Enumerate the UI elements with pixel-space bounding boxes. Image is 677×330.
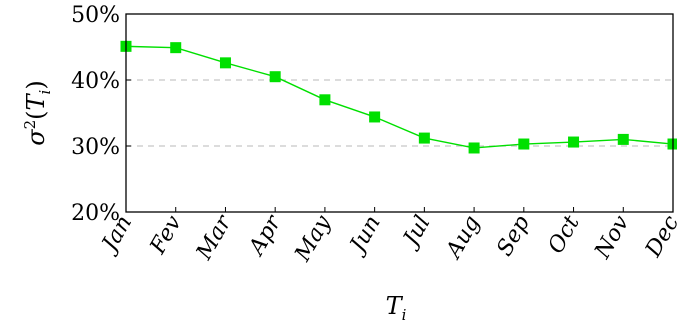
grid-lines — [126, 79, 673, 147]
x-tick-label: Jul — [397, 212, 436, 254]
data-point-marker — [518, 138, 530, 150]
y-axis-label-close: ) — [22, 80, 50, 89]
y-tick-labels: 20% 30% 40% 50% — [71, 3, 131, 226]
y-tick-label: 50% — [71, 3, 120, 28]
x-tick-label: Apr — [243, 210, 287, 261]
series-layer — [120, 40, 677, 154]
y-axis-label-open: ( — [22, 110, 50, 119]
x-tick-label: Dec — [641, 212, 677, 263]
x-tick-label: Mar — [191, 210, 237, 265]
x-tick-label: Oct — [543, 211, 584, 258]
data-point-marker — [170, 42, 182, 54]
x-tick-labels: Jan Fev Mar Apr May Jun Jul Aug Sep Oct Nov Dec — [95, 207, 677, 267]
x-axis-label-t: T — [386, 292, 404, 320]
x-axis-label-sub: i — [402, 306, 407, 324]
data-point-marker — [219, 57, 231, 69]
x-tick-label: Aug — [441, 212, 486, 264]
y-axis-label-sup: 2 — [21, 120, 39, 130]
y-tick-label: 30% — [71, 135, 120, 160]
x-tick-label: Sep — [492, 212, 535, 261]
x-tick-label: Nov — [590, 211, 635, 264]
y-tick-label: 20% — [71, 201, 120, 226]
data-point-marker — [468, 142, 480, 154]
data-point-marker — [369, 111, 381, 123]
x-tick-label: Jun — [344, 212, 386, 260]
y-tick-label: 40% — [71, 69, 120, 94]
y-axis-label-sigma: σ — [22, 129, 50, 146]
y-axis-label: σ2(Ti) — [21, 80, 54, 146]
data-point-marker — [418, 132, 430, 144]
x-tick-label: May — [290, 211, 336, 266]
x-tick-label: Fev — [145, 211, 187, 259]
data-point-marker — [667, 138, 677, 150]
x-axis-label: Ti — [386, 292, 407, 324]
data-point-marker — [319, 94, 331, 106]
y-axis-label-t: T — [22, 92, 50, 110]
data-point-marker — [568, 136, 580, 148]
data-point-marker — [269, 71, 281, 83]
series-line — [125, 45, 674, 149]
y-axis-label-sub: i — [36, 89, 54, 94]
plot-frame — [125, 13, 674, 213]
data-point-marker — [617, 133, 629, 145]
